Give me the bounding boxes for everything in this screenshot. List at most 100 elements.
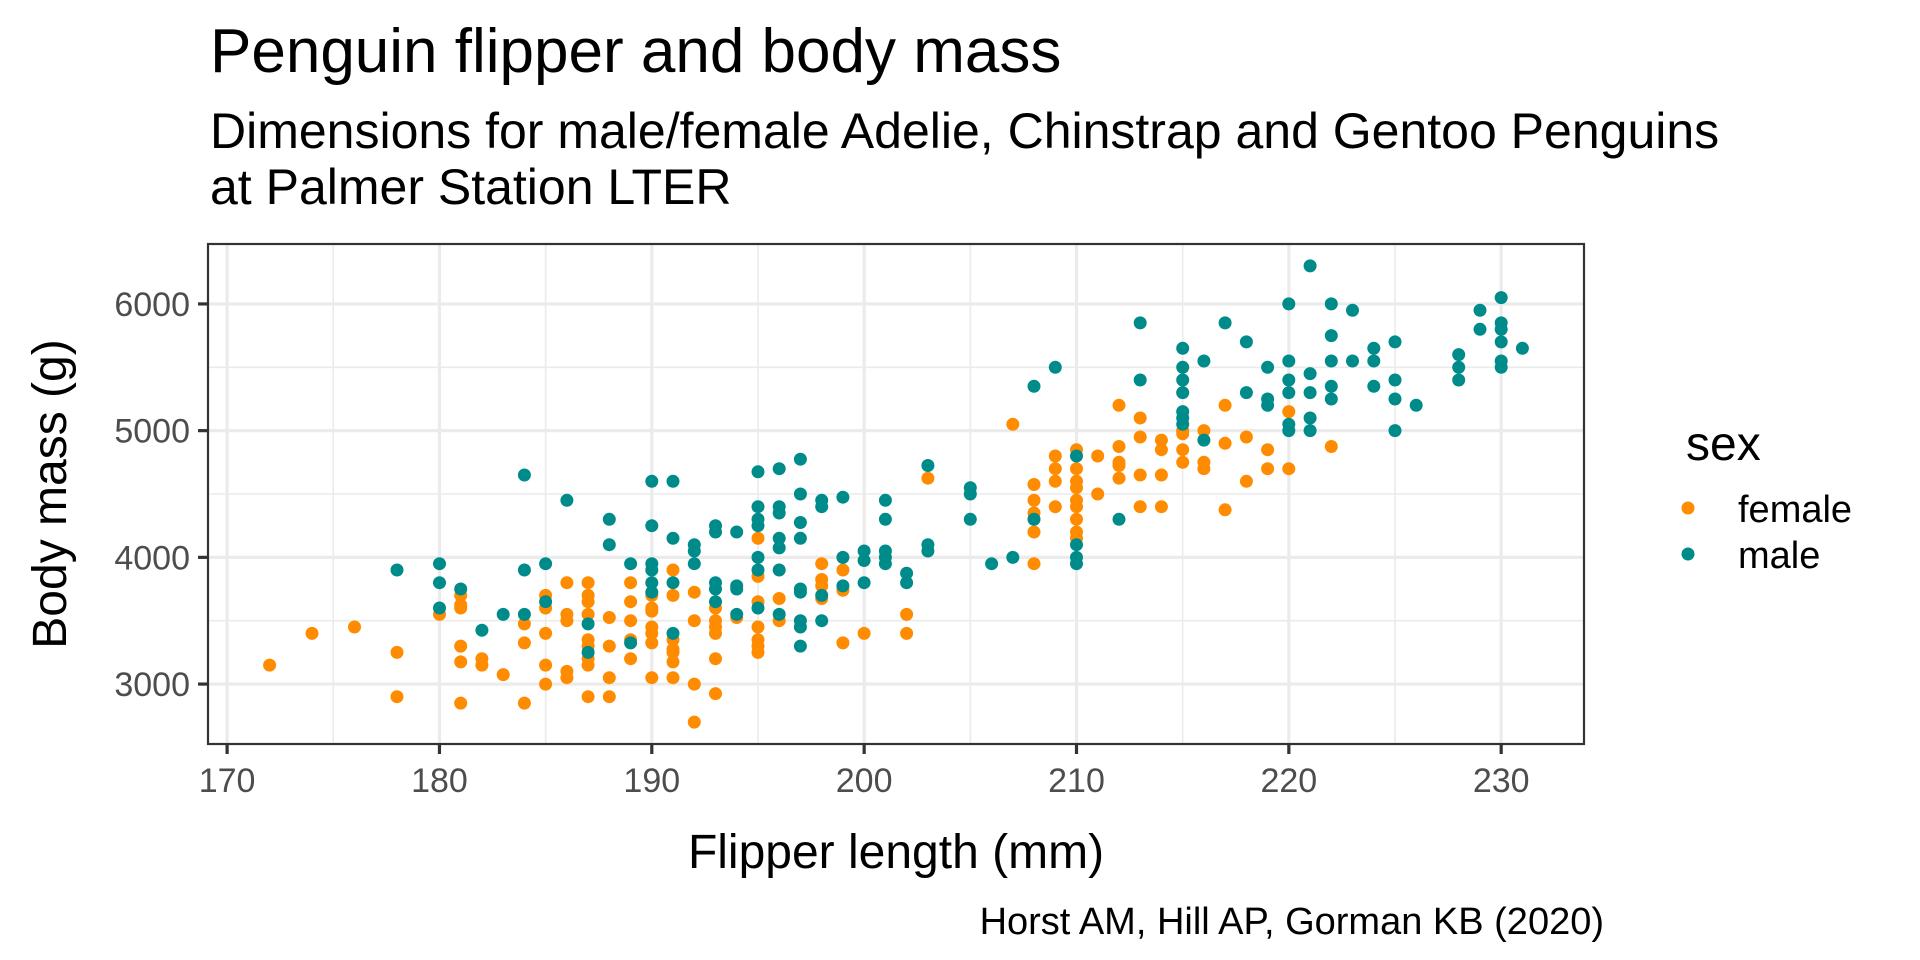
data-point-female [1070,500,1083,514]
data-point-male [793,531,807,545]
data-point-female [645,626,659,640]
data-point-male [793,487,807,501]
data-point-female [1027,557,1041,571]
axes: 170 180 190 200 210 220 230 3000 4000 5000 6000 [114,286,1529,800]
data-point-male [1346,303,1359,317]
data-point-female [687,715,701,729]
data-point-male [793,639,807,653]
data-point-male [645,576,659,590]
data-point-female [1176,427,1190,441]
data-point-male [772,607,786,621]
panel-border [206,242,1586,746]
data-point-male [666,474,680,488]
data-point-male [1197,354,1211,368]
data-point-male [836,579,850,593]
data-point-male [751,500,765,514]
data-point-male [687,557,701,571]
y-tick-label: 6000 [114,286,190,324]
data-point-female [1154,433,1168,447]
data-point-male [1282,354,1296,368]
data-point-female [1154,443,1168,457]
data-point-male [1303,411,1317,425]
data-point-female [1112,398,1126,412]
data-point-male [1282,424,1296,438]
data-point-male [1070,449,1083,463]
data-point-female [1197,424,1211,438]
data-point-female [709,652,722,666]
data-point-male [730,582,744,596]
data-point-male [772,462,786,476]
data-point-male [1494,291,1508,305]
data-point-female [624,614,638,628]
data-point-female [1197,462,1211,476]
data-point-male [1388,335,1402,349]
data-point-female [624,595,638,609]
data-point-female [581,690,595,704]
data-point-female [581,576,595,590]
data-point-female [539,626,553,640]
data-point-male [1515,341,1529,355]
data-point-male [602,538,616,552]
data-point-female [687,585,701,599]
data-point-female [1070,481,1083,495]
x-tick-label: 180 [411,762,468,800]
data-point-female [1091,449,1105,463]
data-point-male [1112,512,1126,526]
data-points [263,259,1529,729]
data-point-male [1452,373,1466,387]
data-point-female [581,607,595,621]
data-point-female [539,677,553,691]
data-point-male [815,500,829,514]
data-point-male [815,614,829,628]
data-point-male [602,512,616,526]
data-point-male [1494,322,1508,336]
data-point-male [1282,386,1296,400]
data-point-male [454,582,468,596]
data-point-female [1261,462,1275,476]
data-point-male [815,588,829,602]
data-point-female [645,636,659,650]
data-point-male [1367,379,1381,393]
data-point-female [517,636,531,650]
data-point-male [1346,354,1359,368]
data-point-female [1154,500,1168,514]
data-point-male [857,544,871,558]
data-point-male [433,557,446,571]
legend-male-marker [1681,547,1695,561]
y-axis-title: Body mass (g) [24,339,77,648]
data-point-male [1452,360,1466,374]
data-point-male [1261,398,1275,412]
data-point-male [1176,360,1190,374]
data-point-female [1282,462,1296,476]
chart-subtitle-line-2: at Palmer Station LTER [210,159,732,215]
grid-lines [208,244,1584,744]
legend-title: sex [1686,418,1761,471]
data-point-male [751,550,765,564]
x-tick-label: 230 [1473,762,1530,800]
data-point-male [921,459,935,472]
data-point-male [751,519,765,533]
data-point-male [1367,354,1381,368]
data-point-female [1112,440,1126,453]
data-point-female [666,645,680,659]
data-point-male [1176,386,1190,400]
data-point-male [793,452,807,466]
data-point-female [1218,398,1232,412]
data-point-female [751,531,765,545]
data-point-female [581,658,595,672]
data-point-male [539,595,553,609]
data-point-female [602,690,616,704]
data-point-female [1154,468,1168,482]
data-point-female [666,563,680,577]
data-point-female [390,690,404,704]
data-point-female [666,671,680,685]
data-point-male [1197,433,1211,447]
data-point-female [1048,449,1062,463]
data-point-male [517,468,531,482]
data-point-male [539,557,553,571]
data-point-male [1261,360,1275,374]
data-point-male [793,585,807,599]
data-point-male [666,626,680,640]
x-axis-title: Flipper length (mm) [688,826,1104,879]
data-point-female [1048,500,1062,514]
